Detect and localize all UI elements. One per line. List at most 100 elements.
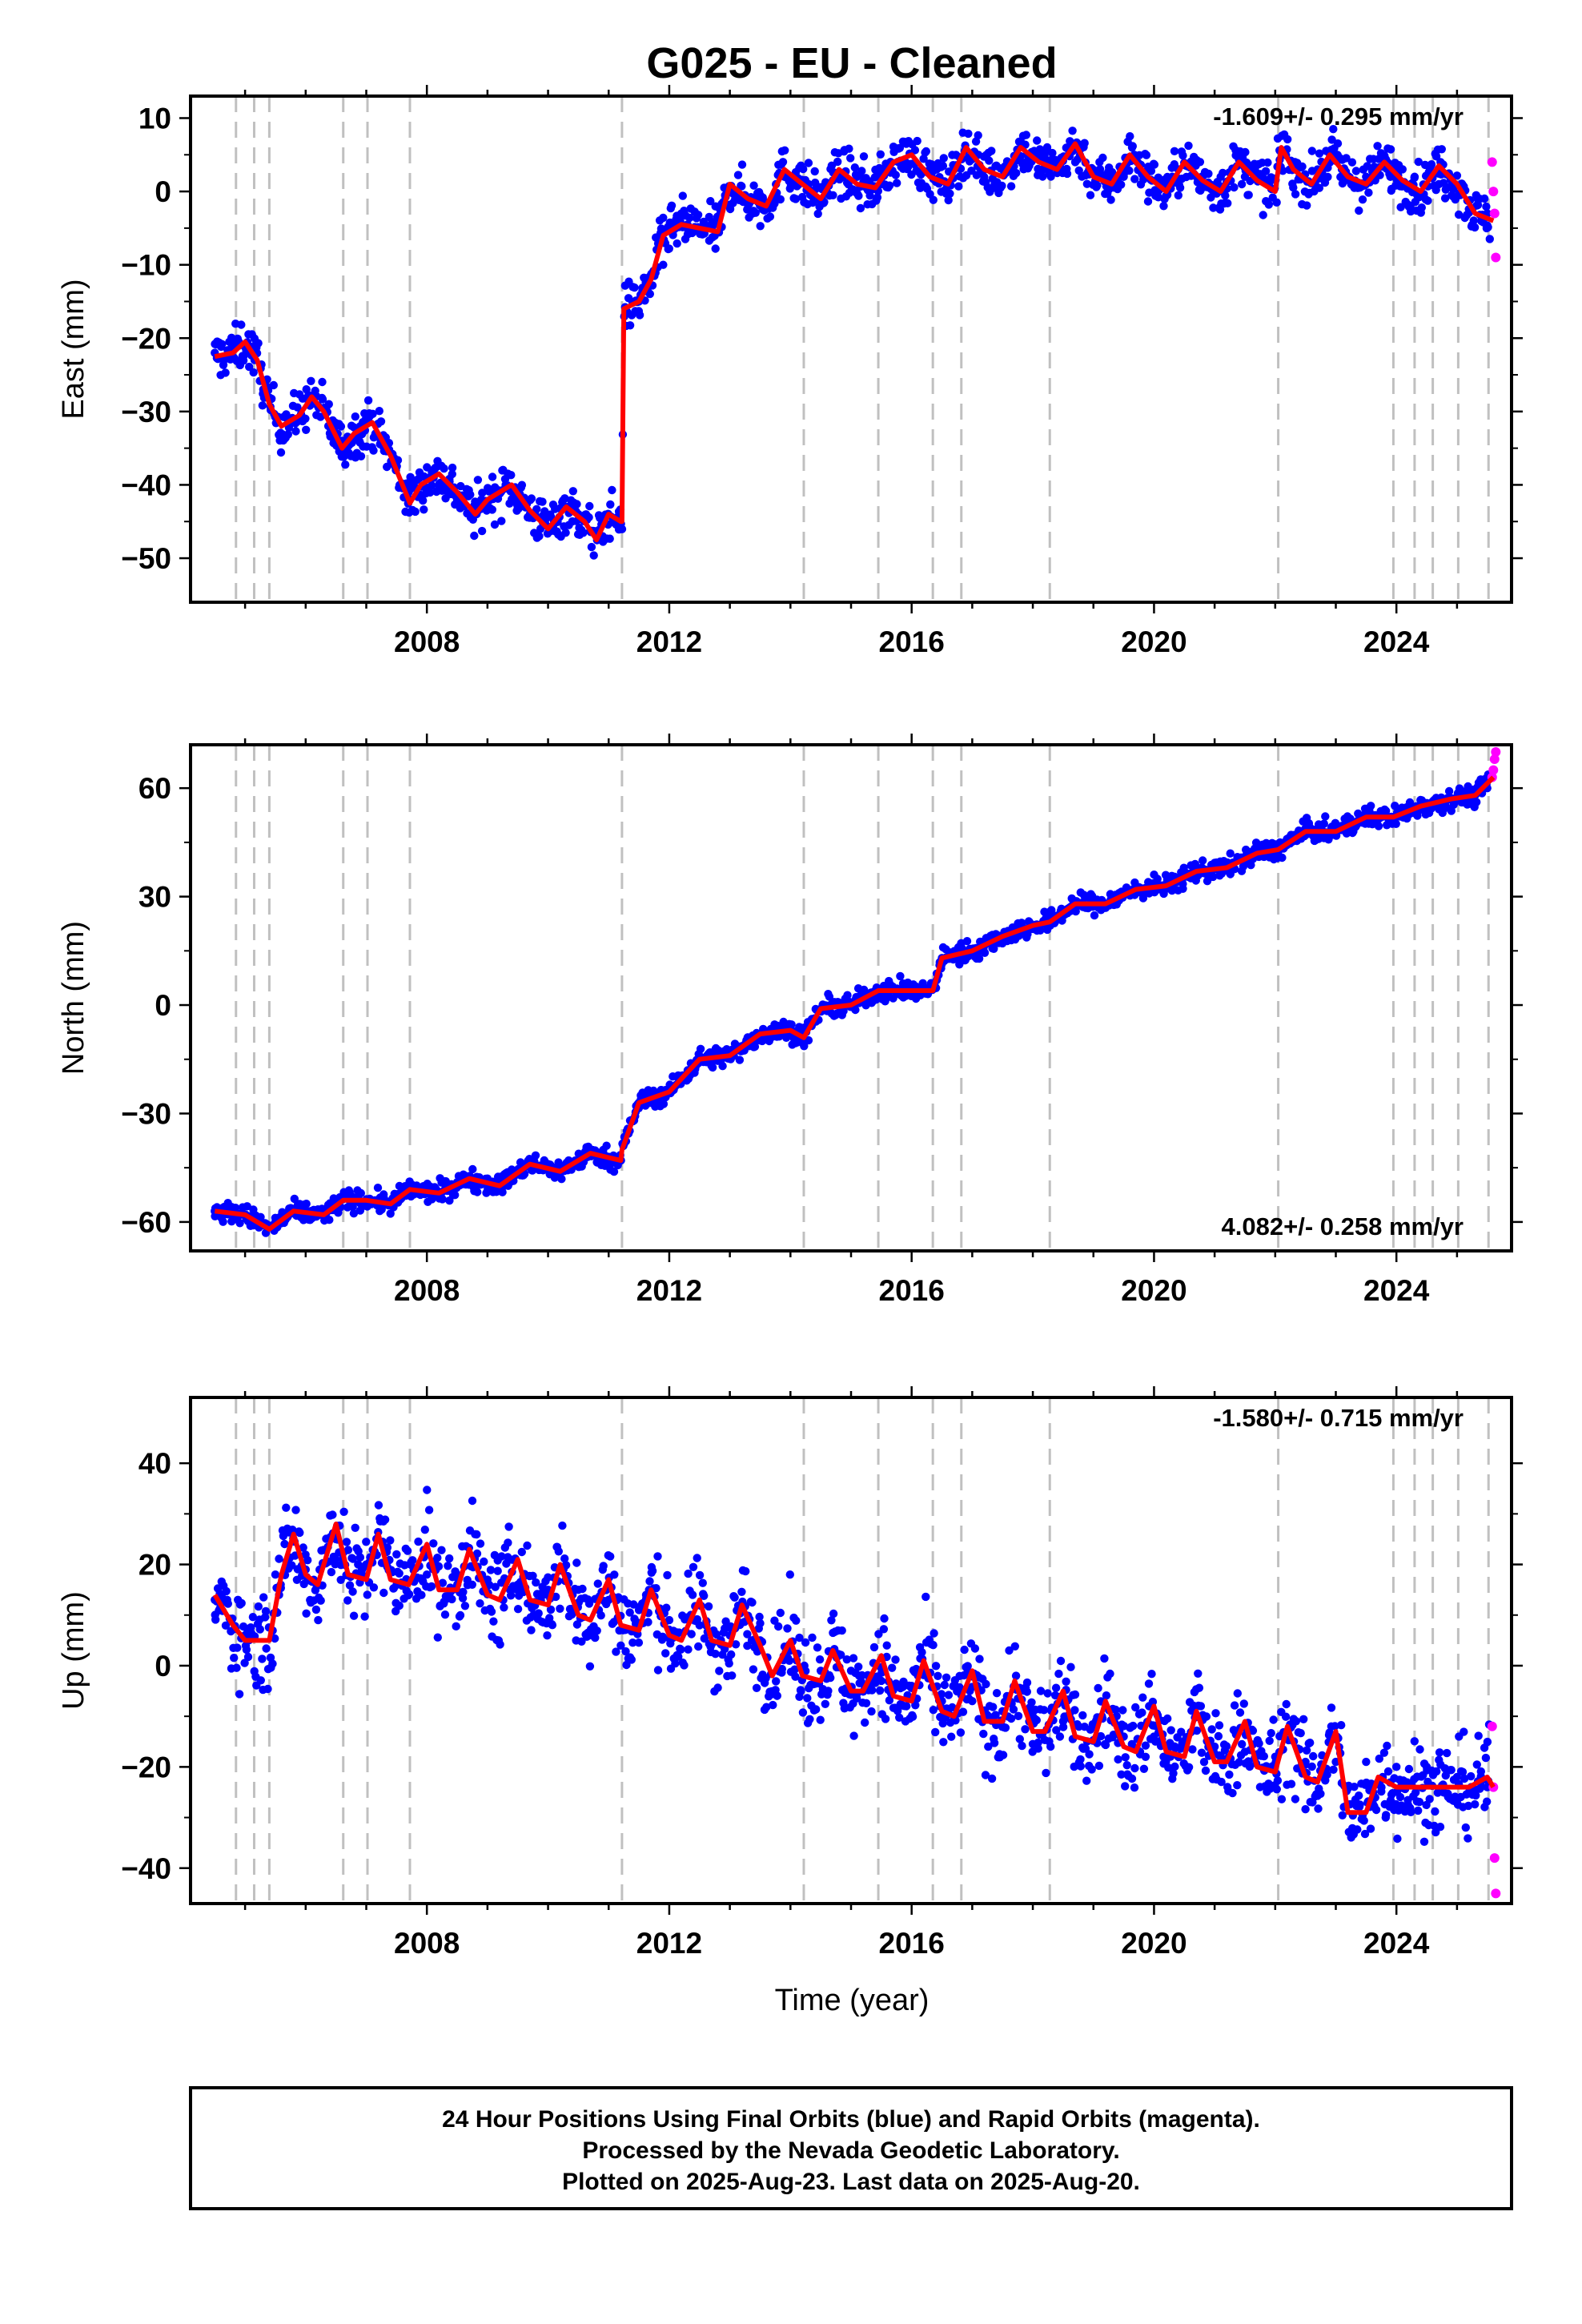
final-orbit-point — [362, 1538, 371, 1546]
final-orbit-point — [423, 1486, 432, 1494]
final-orbit-point — [783, 1624, 792, 1633]
final-orbit-point — [444, 1562, 452, 1570]
final-orbit-point — [1444, 786, 1454, 796]
final-orbit-point — [1415, 1745, 1424, 1754]
up-final-orbits-cloud — [211, 1486, 1494, 1846]
final-orbit-point — [873, 193, 882, 202]
final-orbit-point — [805, 1715, 814, 1723]
final-orbit-point — [940, 1680, 950, 1690]
final-orbit-point — [1150, 1732, 1158, 1741]
final-orbit-point — [665, 1615, 674, 1625]
final-orbit-point — [271, 1634, 279, 1643]
final-orbit-point — [1129, 1721, 1138, 1731]
final-orbit-point — [1296, 1729, 1305, 1738]
final-orbit-point — [425, 488, 435, 497]
final-orbit-point — [269, 380, 278, 390]
final-orbit-point — [885, 1696, 894, 1705]
final-orbit-point — [1281, 1712, 1291, 1721]
final-orbit-point — [1070, 1706, 1079, 1715]
up-model-line — [212, 1522, 1496, 1815]
final-orbit-point — [604, 1595, 613, 1605]
final-orbit-point — [1022, 131, 1031, 139]
final-orbit-point — [829, 191, 837, 199]
final-orbit-point — [706, 197, 715, 206]
final-orbit-point — [634, 1606, 644, 1614]
final-orbit-point — [1202, 1712, 1211, 1721]
final-orbit-point — [448, 1594, 456, 1604]
final-orbit-point — [970, 1644, 980, 1653]
final-orbit-point — [1353, 1825, 1362, 1834]
final-orbit-point — [974, 131, 982, 140]
final-orbit-point — [1482, 202, 1491, 211]
final-orbit-point — [665, 244, 673, 253]
final-orbit-point — [662, 1603, 671, 1612]
final-orbit-point — [341, 460, 350, 469]
final-orbit-point — [1240, 172, 1250, 181]
final-orbit-point — [667, 201, 677, 210]
final-orbit-point — [1125, 166, 1134, 175]
rapid-orbit-point — [1491, 1888, 1501, 1899]
final-orbit-point — [1085, 1750, 1094, 1759]
final-orbit-point — [585, 501, 594, 511]
final-orbit-point — [968, 1697, 977, 1706]
final-orbit-point — [489, 1617, 498, 1626]
final-orbit-point — [1307, 147, 1317, 155]
final-orbit-point — [538, 497, 547, 506]
final-orbit-point — [1237, 179, 1247, 189]
final-orbit-point — [585, 1662, 595, 1671]
final-orbit-point — [295, 1528, 304, 1538]
final-orbit-point — [1247, 861, 1255, 870]
final-orbit-point — [730, 1593, 739, 1602]
final-orbit-point — [350, 423, 359, 432]
final-orbit-point — [1111, 1705, 1120, 1715]
final-orbit-point — [478, 489, 487, 497]
final-orbit-point — [700, 1634, 709, 1643]
final-orbit-point — [514, 504, 523, 513]
final-orbit-point — [677, 1645, 685, 1654]
final-orbit-point — [552, 1592, 560, 1602]
final-orbit-point — [1106, 1669, 1114, 1679]
final-orbit-point — [867, 1707, 876, 1716]
final-orbit-point — [808, 1633, 817, 1642]
final-orbit-point — [1221, 191, 1230, 200]
final-orbit-point — [938, 162, 948, 171]
final-orbit-point — [1269, 1715, 1278, 1724]
final-orbit-point — [1373, 142, 1382, 151]
final-orbit-point — [231, 1204, 240, 1212]
final-orbit-point — [411, 507, 420, 517]
final-orbit-point — [1277, 1795, 1287, 1803]
final-orbit-point — [1062, 1677, 1070, 1686]
final-orbit-point — [934, 1671, 942, 1680]
final-orbit-point — [1483, 1797, 1492, 1806]
final-orbit-point — [561, 529, 570, 537]
y-tick-label: −60 — [121, 1206, 171, 1239]
final-orbit-point — [861, 1699, 871, 1707]
final-orbit-point — [885, 181, 894, 190]
final-orbit-point — [1259, 211, 1267, 219]
final-orbit-point — [1331, 818, 1340, 827]
final-orbit-point — [1078, 1711, 1087, 1720]
final-orbit-point — [1201, 1766, 1211, 1775]
final-orbit-point — [635, 311, 644, 320]
final-orbit-point — [610, 1570, 619, 1579]
final-orbit-point — [1364, 188, 1373, 197]
final-orbit-point — [1042, 1768, 1050, 1778]
final-orbit-point — [937, 1690, 946, 1699]
final-orbit-point — [1411, 1788, 1420, 1797]
final-orbit-point — [1395, 1792, 1405, 1802]
final-orbit-point — [488, 505, 496, 514]
final-orbit-point — [484, 487, 493, 496]
final-orbit-point — [404, 1590, 414, 1599]
final-orbit-point — [1464, 1801, 1473, 1811]
final-orbit-point — [1431, 1807, 1439, 1816]
final-orbit-point — [1170, 1762, 1179, 1771]
east-y-axis-label: East (mm) — [57, 279, 90, 419]
final-orbit-point — [785, 1570, 794, 1579]
final-orbit-point — [438, 1195, 447, 1204]
final-orbit-point — [318, 377, 327, 387]
final-orbit-point — [715, 1667, 724, 1675]
final-orbit-point — [239, 356, 248, 365]
final-orbit-point — [803, 1694, 812, 1703]
final-orbit-point — [1048, 148, 1057, 158]
final-orbit-point — [1358, 195, 1367, 204]
